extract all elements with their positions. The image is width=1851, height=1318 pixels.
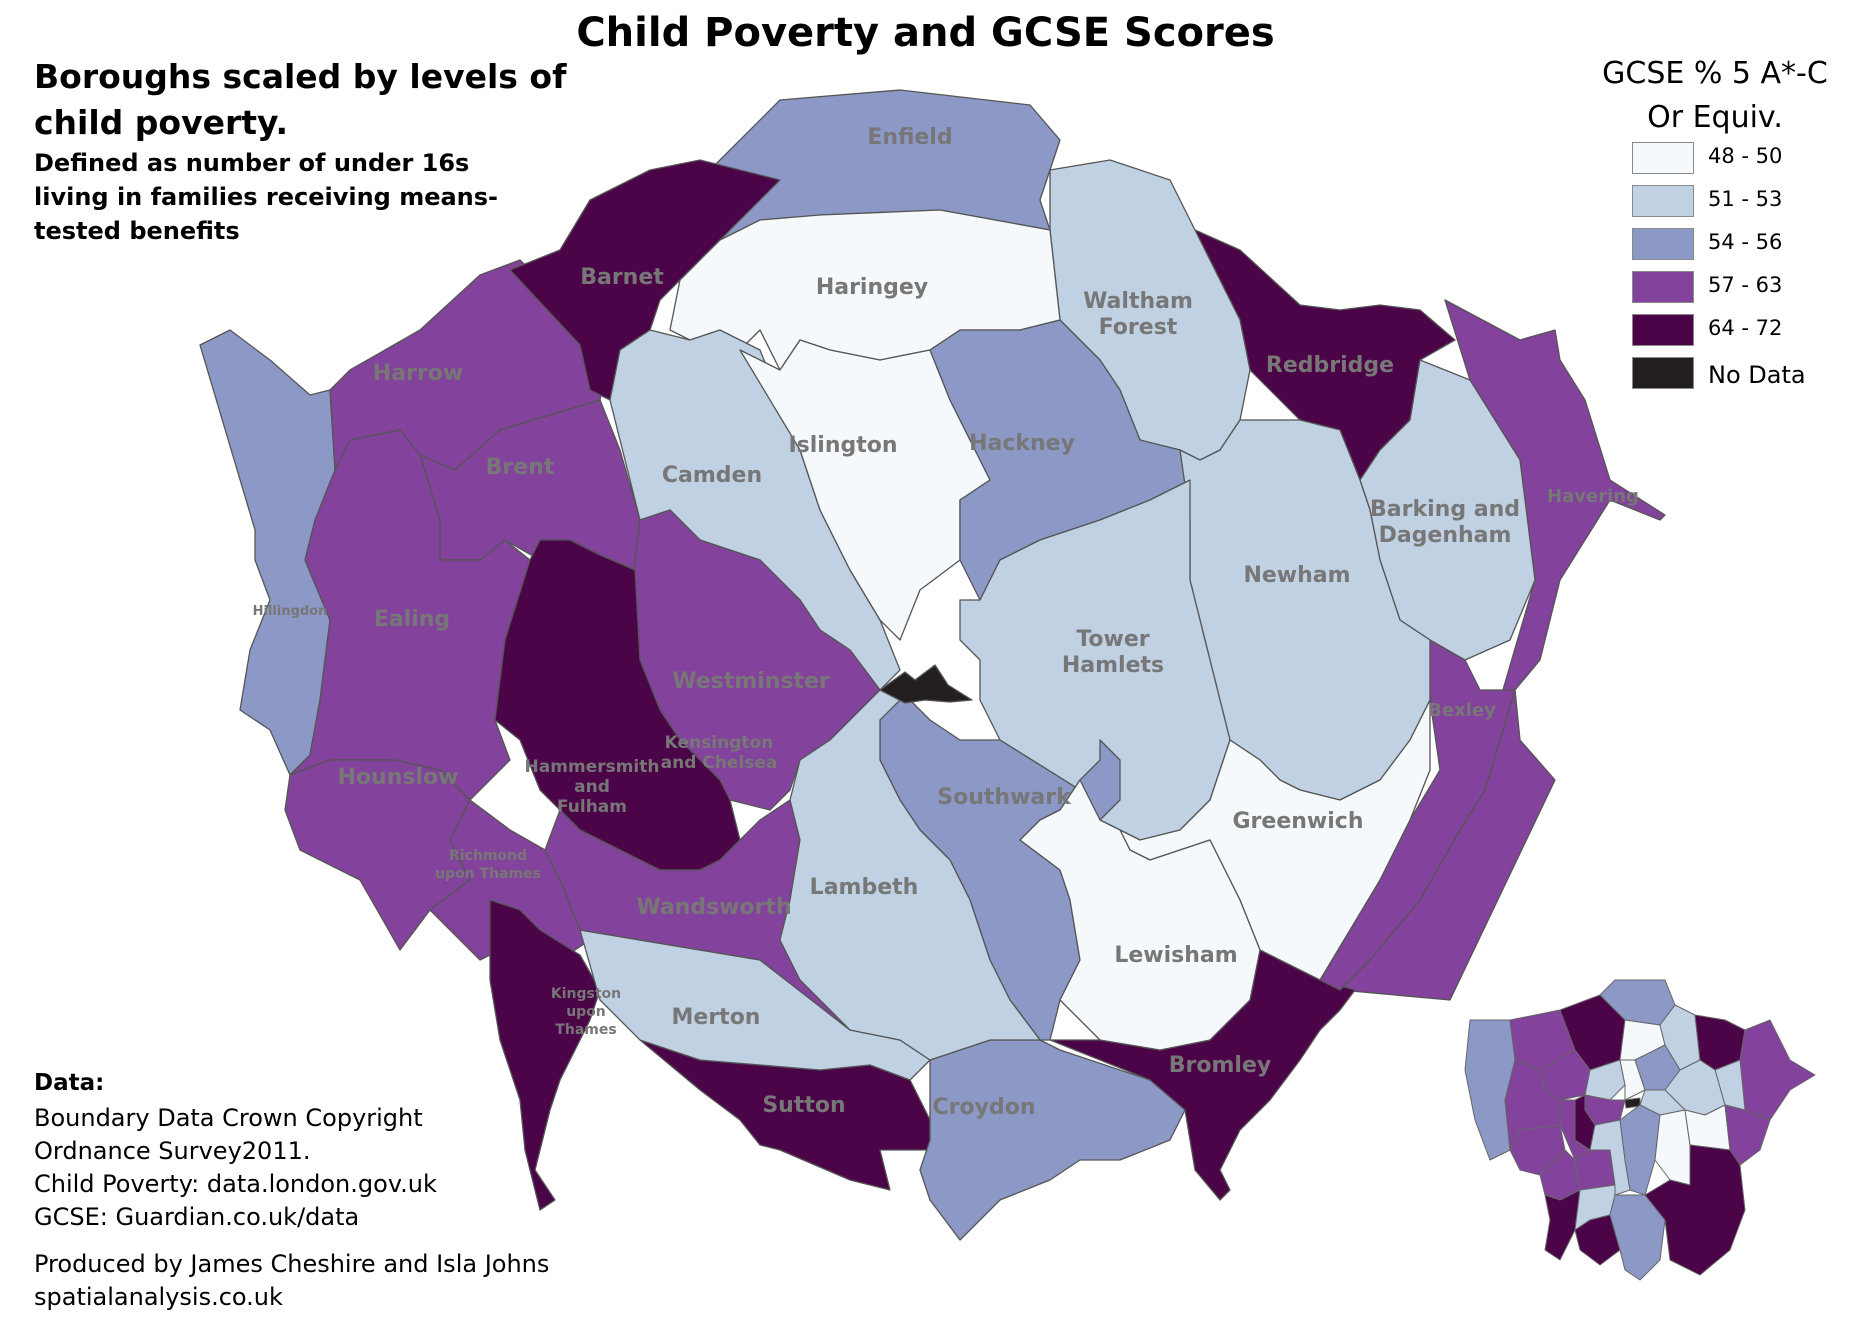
inset-kingston xyxy=(1544,1189,1581,1261)
legend-swatch xyxy=(1632,314,1694,346)
label-barnet: Barnet xyxy=(580,265,664,290)
source-line: Boundary Data Crown Copyright xyxy=(34,1104,423,1132)
label-lambeth: Lambeth xyxy=(810,875,919,900)
borough-lambeth xyxy=(779,689,1041,1061)
legend-label: 51 - 53 xyxy=(1708,187,1783,211)
label-hillingdon: Hillingdon xyxy=(253,604,328,619)
legend-label: 64 - 72 xyxy=(1708,316,1783,340)
label-richmond-upon-thames: Richmond upon Thames xyxy=(435,848,541,882)
inset-wandsworth xyxy=(1574,1149,1616,1191)
label-tower-hamlets: Tower Hamlets xyxy=(1062,627,1164,678)
legend-swatch xyxy=(1632,357,1694,389)
map-subtitle: Boroughs scaled by levels of child pover… xyxy=(34,57,567,142)
poverty-definition: Defined as number of under 16s living in… xyxy=(34,149,499,245)
legend-swatch xyxy=(1632,185,1694,217)
map-title: Child Poverty and GCSE Scores xyxy=(576,10,1275,56)
source-line: Ordnance Survey2011. xyxy=(34,1137,311,1165)
label-barking-and-dagenham: Barking and Dagenham xyxy=(1370,497,1520,548)
source-line: GCSE: Guardian.co.uk/data xyxy=(34,1203,360,1231)
legend-swatch xyxy=(1632,228,1694,260)
legend-title: GCSE % 5 A*-C Or Equiv. xyxy=(1580,52,1850,140)
inset-bromley xyxy=(1644,1144,1746,1276)
borough-lewisham xyxy=(1019,779,1261,1051)
label-brent: Brent xyxy=(486,455,555,480)
legend-swatch xyxy=(1632,271,1694,303)
label-waltham-forest: Waltham Forest xyxy=(1083,289,1193,340)
borough-ealing xyxy=(289,429,531,801)
legend-label: 57 - 63 xyxy=(1708,273,1783,297)
label-redbridge: Redbridge xyxy=(1266,353,1394,378)
legend-title-line2: Or Equiv. xyxy=(1647,100,1783,135)
label-sutton: Sutton xyxy=(762,1093,845,1118)
inset-camden xyxy=(1584,1059,1626,1101)
label-croydon: Croydon xyxy=(933,1095,1036,1120)
data-sources: Boundary Data Crown Copyright Ordnance S… xyxy=(34,1102,437,1234)
credit-line: spatialanalysis.co.uk xyxy=(34,1283,283,1311)
label-ealing: Ealing xyxy=(374,607,450,632)
label-harrow: Harrow xyxy=(373,361,463,386)
borough-city-of-london xyxy=(879,664,973,704)
legend-label: 48 - 50 xyxy=(1708,144,1783,168)
label-islington: Islington xyxy=(788,433,897,458)
borough-kingston xyxy=(489,899,601,1211)
label-hounslow: Hounslow xyxy=(338,765,459,790)
borough-hammersmith xyxy=(494,539,741,871)
label-hammersmith-and-fulham: Hammersmith and Fulham xyxy=(525,757,660,817)
legend-swatch xyxy=(1632,142,1694,174)
label-kensington-and-chelsea: Kensington and Chelsea xyxy=(661,733,778,773)
label-southwark: Southwark xyxy=(937,785,1072,810)
label-wandsworth: Wandsworth xyxy=(636,895,791,920)
label-lewisham: Lewisham xyxy=(1114,943,1237,968)
label-bromley: Bromley xyxy=(1169,1053,1271,1078)
inset-southwark xyxy=(1619,1104,1661,1196)
borough-bexley xyxy=(1319,639,1516,991)
label-merton: Merton xyxy=(672,1005,761,1030)
label-hackney: Hackney xyxy=(969,431,1075,456)
label-enfield: Enfield xyxy=(867,125,952,150)
label-haringey: Haringey xyxy=(816,275,928,300)
inset-map xyxy=(1464,979,1816,1281)
credit-line: Produced by James Cheshire and Isla John… xyxy=(34,1250,550,1278)
inset-havering xyxy=(1739,1019,1816,1121)
label-kingston-upon-thames: Kingston upon Thames xyxy=(551,986,621,1038)
borough-havering xyxy=(1339,299,1666,1001)
label-camden: Camden xyxy=(662,463,762,488)
legend-label: No Data xyxy=(1708,361,1806,389)
data-heading: Data: xyxy=(34,1070,105,1096)
label-westminster: Westminster xyxy=(672,669,830,694)
legend-title-line1: GCSE % 5 A*-C xyxy=(1602,56,1828,91)
legend-label: 54 - 56 xyxy=(1708,230,1783,254)
borough-croydon xyxy=(919,1039,1191,1241)
label-havering: Havering xyxy=(1547,486,1639,507)
inset-lewisham xyxy=(1654,1109,1691,1186)
label-newham: Newham xyxy=(1243,563,1350,588)
credit: Produced by James Cheshire and Isla John… xyxy=(34,1248,549,1314)
inset-islington xyxy=(1619,1059,1646,1101)
borough-labels: Enfield Barnet Haringey Waltham Forest Re… xyxy=(253,125,1639,1120)
source-line: Child Poverty: data.london.gov.uk xyxy=(34,1170,437,1198)
label-greenwich: Greenwich xyxy=(1233,809,1364,834)
label-bexley: Bexley xyxy=(1428,700,1496,721)
